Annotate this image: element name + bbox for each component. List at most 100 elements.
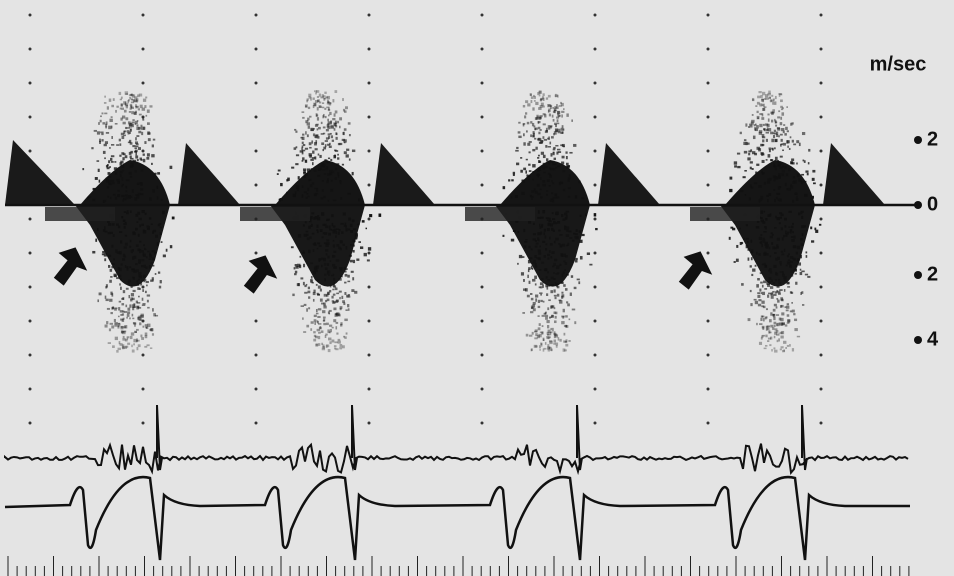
speckle	[743, 141, 747, 146]
speckle	[141, 297, 144, 301]
speckle	[774, 252, 777, 254]
grid-dot	[480, 353, 484, 357]
speckle	[525, 112, 528, 115]
speckle	[316, 292, 319, 295]
speckle	[141, 265, 145, 268]
speckle	[539, 99, 542, 102]
speckle	[792, 257, 796, 260]
speckle	[154, 251, 157, 255]
grid-dot	[819, 81, 823, 85]
speckle	[343, 151, 347, 155]
grid-dot	[28, 149, 32, 153]
baseline-signal	[690, 207, 760, 221]
speckle	[518, 121, 521, 124]
speckle	[308, 179, 310, 182]
grid-dot	[480, 285, 484, 289]
speckle	[359, 246, 364, 250]
speckle	[311, 212, 315, 215]
speckle	[116, 105, 119, 108]
speckle	[547, 160, 551, 165]
speckle	[545, 316, 548, 320]
speckle	[769, 214, 772, 216]
speckle	[325, 167, 329, 171]
speckle	[322, 320, 325, 322]
speckle	[130, 297, 133, 300]
speckle	[779, 133, 783, 136]
speckle	[339, 142, 343, 146]
speckle	[783, 349, 786, 352]
speckle	[798, 142, 801, 147]
speckle	[294, 270, 298, 274]
speckle	[327, 311, 330, 314]
speckle	[332, 99, 335, 103]
speckle	[101, 132, 104, 136]
speckle	[99, 119, 102, 123]
speckle	[773, 347, 776, 350]
speckle	[780, 304, 784, 308]
grid-dot	[593, 183, 597, 187]
speckle	[777, 245, 779, 249]
speckle	[318, 331, 321, 334]
grid-dot	[819, 217, 823, 221]
speckle	[312, 133, 316, 137]
speckle	[322, 316, 326, 319]
speckle	[322, 232, 325, 235]
speckle	[311, 157, 316, 159]
speckle	[317, 343, 321, 346]
speckle	[781, 112, 785, 116]
speckle	[140, 334, 143, 338]
speckle	[147, 250, 150, 253]
speckle	[535, 333, 538, 337]
speckle	[537, 126, 541, 130]
speckle	[131, 304, 136, 308]
speckle	[130, 162, 132, 165]
speckle	[351, 289, 355, 292]
wave-envelope	[598, 143, 660, 205]
speckle	[547, 223, 551, 227]
speckle	[550, 284, 554, 287]
speckle	[759, 113, 763, 116]
speckle	[310, 262, 314, 265]
speckle	[760, 143, 764, 147]
speckle	[549, 340, 553, 343]
grid-dot	[367, 421, 371, 425]
speckle	[753, 124, 756, 127]
speckle	[755, 123, 757, 126]
speckle	[555, 284, 558, 288]
grid-dot	[593, 149, 597, 153]
speckle	[128, 98, 130, 102]
speckle	[150, 328, 154, 332]
speckle	[562, 128, 565, 131]
speckle	[316, 117, 320, 121]
speckle	[565, 214, 568, 218]
speckle	[540, 196, 543, 199]
speckle	[109, 231, 113, 235]
speckle	[510, 196, 513, 199]
speckle	[326, 166, 329, 170]
speckle	[560, 253, 563, 257]
speckle	[351, 171, 354, 176]
speckle	[785, 126, 788, 130]
speckle	[135, 110, 137, 113]
speckle	[124, 234, 127, 237]
speckle	[546, 219, 550, 222]
speckle	[315, 113, 318, 117]
speckle	[538, 90, 542, 94]
speckle	[114, 307, 118, 310]
speckle	[788, 210, 792, 213]
speckle	[768, 177, 772, 181]
grid-dot	[367, 183, 371, 187]
speckle	[318, 244, 322, 248]
speckle	[786, 130, 789, 133]
speckle	[747, 257, 750, 261]
speckle	[148, 225, 150, 229]
speckle	[309, 225, 313, 227]
speckle	[561, 125, 564, 128]
speckle	[146, 153, 150, 157]
speckle	[358, 241, 361, 243]
grid-dot	[367, 353, 371, 357]
speckle	[765, 159, 768, 161]
speckle	[785, 309, 789, 312]
speckle	[546, 193, 548, 196]
speckle	[328, 232, 332, 236]
